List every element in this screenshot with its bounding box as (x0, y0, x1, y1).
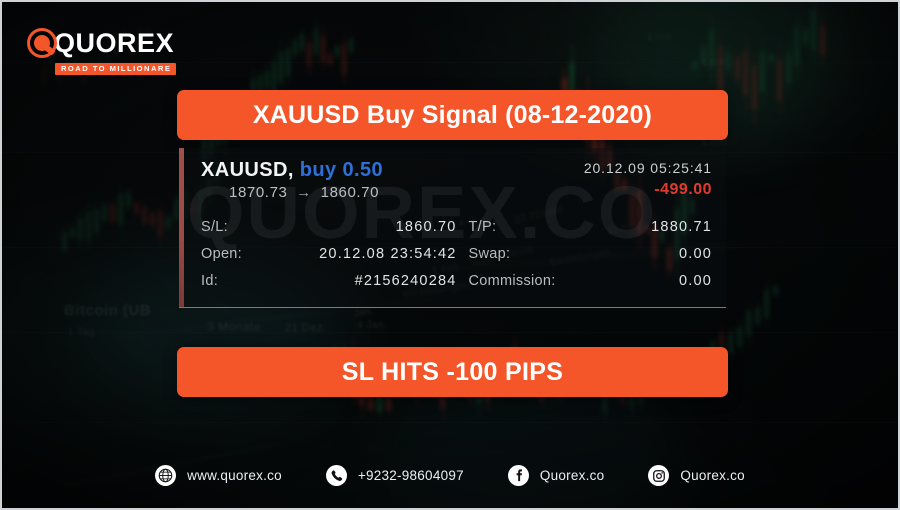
arrow-right-icon: → (296, 184, 312, 201)
field-label: Open: (201, 246, 242, 262)
phone-icon (325, 465, 347, 486)
footer-facebook-text: Quorex.co (539, 468, 605, 483)
table-row: Commission: 0.00 (469, 268, 713, 295)
brand-tagline: ROAD TO MILLIONARE (55, 63, 177, 75)
signal-title-banner: XAUUSD Buy Signal (08-12-2020) (177, 90, 728, 140)
field-value: #2156240284 (354, 273, 457, 289)
footer-item-phone[interactable]: +9232-98604097 (325, 465, 464, 486)
field-label: Swap: (468, 246, 511, 262)
trade-close-time: 20.12.09 05:25:41 (583, 160, 712, 176)
table-row: Open: 20.12.08 23:54:42 (201, 241, 457, 268)
field-value: 20.12.08 23:54:42 (319, 246, 457, 262)
footer-item-facebook[interactable]: Quorex.co (507, 465, 605, 486)
field-value: 0.00 (678, 246, 712, 262)
field-label: S/L: (201, 219, 228, 235)
field-label: T/P: (468, 219, 497, 235)
trade-fields-left: S/L: 1860.70 Open: 20.12.08 23:54:42 Id:… (201, 214, 457, 295)
trade-volume: 0.50 (342, 159, 384, 181)
globe-icon (155, 465, 177, 486)
trade-open-price: 1870.73 (229, 184, 288, 201)
field-value: 0.00 (678, 273, 712, 289)
trade-summary: XAUUSD, buy 0.50 1870.73 → 1860.70 (201, 158, 383, 201)
table-row: Id: #2156240284 (201, 268, 457, 295)
result-banner: SL HITS -100 PIPS (177, 347, 728, 397)
footer-website-text: www.quorex.co (187, 468, 282, 483)
brand-logo: QUOREX ROAD TO MILLIONARE (27, 28, 177, 75)
footer-item-instagram[interactable]: Quorex.co (648, 465, 745, 486)
panel-loss-indicator-bar (179, 148, 184, 307)
footer-item-website[interactable]: www.quorex.co (155, 465, 282, 486)
table-row: T/P: 1880.71 (469, 214, 713, 241)
brand-name: QUOREX (54, 28, 175, 58)
trade-profit: -499.00 (654, 181, 712, 198)
trade-symbol: XAUUSD, (201, 159, 294, 181)
trade-result: 20.12.09 05:25:41 -499.00 (584, 158, 712, 199)
table-row: Swap: 0.00 (469, 241, 713, 268)
field-value: 1860.70 (395, 219, 457, 235)
trade-symbol-line: XAUUSD, buy 0.50 (201, 158, 383, 182)
instagram-icon (648, 465, 670, 486)
footer-instagram-text: Quorex.co (680, 468, 745, 483)
facebook-icon (507, 465, 529, 486)
table-row: S/L: 1860.70 (201, 214, 457, 241)
trade-close-price: 1860.70 (320, 184, 380, 201)
field-label: Id: (201, 273, 219, 289)
trade-details-panel: QUOREX.CO XAUUSD, buy 0.50 1870.73 → 186… (179, 148, 726, 308)
field-value: 1880.71 (651, 219, 712, 235)
field-label: Commission: (468, 273, 556, 289)
trade-fields-right: T/P: 1880.71 Swap: 0.00 Commission: 0.00 (457, 214, 713, 295)
contact-footer: www.quorex.co +9232-98604097 Quorex.co (2, 465, 898, 486)
logo-q-mark-icon (27, 28, 57, 58)
trade-price-movement: 1870.73 → 1860.70 (201, 184, 383, 201)
footer-phone-text: +9232-98604097 (357, 468, 464, 483)
trade-direction: buy (299, 159, 337, 181)
